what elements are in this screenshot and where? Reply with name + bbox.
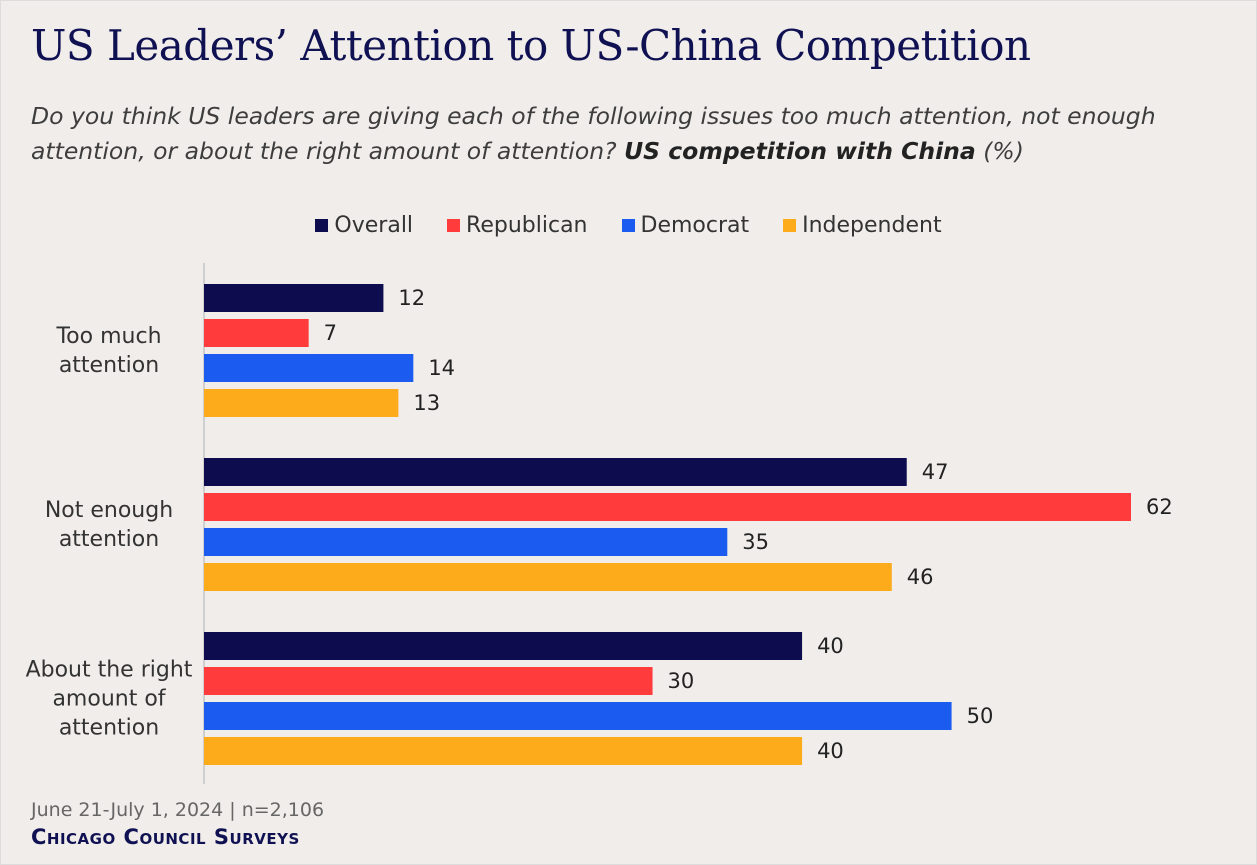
bar	[204, 563, 892, 591]
value-label: 14	[428, 356, 456, 380]
bar	[204, 284, 384, 312]
bar	[204, 354, 414, 382]
legend-swatch	[447, 219, 461, 232]
category-label: About the right amount of attention	[25, 657, 193, 740]
source: Chicago Council Surveys	[31, 825, 300, 849]
bar	[204, 702, 952, 730]
legend-swatch	[783, 219, 797, 232]
bar	[204, 737, 803, 765]
value-label: 62	[1146, 495, 1173, 519]
legend-item: Overall	[315, 213, 413, 238]
legend-label: Independent	[802, 213, 942, 238]
value-label: 46	[906, 565, 934, 589]
legend-label: Democrat	[640, 213, 750, 238]
legend-label: Overall	[334, 213, 414, 238]
bar	[204, 319, 309, 347]
bar	[204, 458, 907, 486]
value-label: 40	[817, 739, 844, 763]
bar	[204, 632, 803, 660]
value-label: 40	[817, 634, 844, 658]
legend-swatch	[621, 219, 635, 232]
subtitle-text: Do you think US leaders are giving each …	[31, 102, 1156, 165]
subtitle-emphasis: US competition with China	[624, 137, 976, 165]
value-label: 47	[921, 460, 949, 484]
legend-label: Republican	[466, 213, 588, 238]
value-label: 13	[413, 391, 441, 415]
subtitle: Do you think US leaders are giving each …	[31, 99, 1241, 169]
chart-title: US Leaders’ Attention to US-China Compet…	[31, 21, 1031, 70]
legend-item: Republican	[447, 213, 588, 238]
note: June 21-July 1, 2024 | n=2,106	[31, 799, 325, 821]
category-label: Too much attention	[56, 323, 162, 378]
value-label: 30	[667, 669, 695, 693]
bar	[204, 667, 653, 695]
legend-swatch	[315, 219, 329, 232]
value-label: 12	[398, 286, 426, 310]
bar	[204, 389, 399, 417]
bar	[204, 493, 1131, 521]
category-label: Not enough attention	[44, 497, 174, 552]
value-label: 50	[966, 704, 994, 728]
value-label: 35	[742, 530, 770, 554]
legend-item: Independent	[783, 213, 942, 238]
legend: Overall Republican Democrat Independent	[1, 213, 1256, 238]
subtitle-unit: (%)	[983, 137, 1024, 165]
legend-item: Democrat	[621, 213, 750, 238]
value-label: 7	[323, 321, 338, 345]
bar	[204, 528, 728, 556]
